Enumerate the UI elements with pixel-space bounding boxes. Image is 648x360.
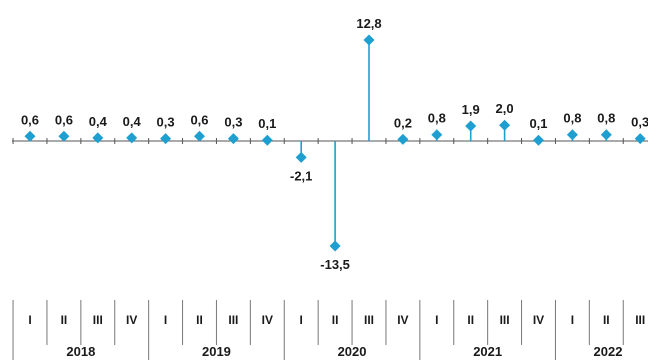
marker-2021-II	[465, 120, 477, 132]
value-label-2018-IV: 0,4	[123, 114, 142, 129]
quarter-label-2021-II: II	[467, 313, 474, 327]
quarter-label-2020-III: III	[364, 313, 374, 327]
quarter-label-2021-III: III	[500, 313, 510, 327]
marker-2021-III	[499, 119, 511, 131]
value-label-2020-III: 12,8	[356, 16, 381, 31]
marker-2022-I	[566, 129, 578, 141]
quarter-label-2018-IV: IV	[126, 313, 137, 327]
quarter-label-2020-II: II	[332, 313, 339, 327]
year-label-2020: 2020	[338, 344, 367, 359]
quarter-label-2020-IV: IV	[397, 313, 408, 327]
year-label-2018: 2018	[66, 344, 95, 359]
marker-2019-III	[227, 133, 239, 145]
marker-2018-II	[58, 130, 70, 142]
marker-2022-III	[634, 133, 646, 145]
year-labels: 2018 2019 2020 2021 2022	[66, 344, 622, 359]
quarter-label-2020-I: I	[300, 313, 303, 327]
quarter-label-2022-I: I	[571, 313, 574, 327]
year-label-2022: 2022	[594, 344, 623, 359]
quarter-label-2022-II: II	[603, 313, 610, 327]
value-label-2022-III: 0,3	[631, 115, 648, 130]
quarter-label-2019-IV: IV	[262, 313, 273, 327]
marker-2021-IV	[533, 134, 544, 146]
value-label-2020-IV: 0,2	[394, 115, 412, 130]
value-label-2018-I: 0,6	[21, 112, 39, 127]
quarter-label-2021-IV: IV	[533, 313, 544, 327]
value-label-2019-I: 0,3	[157, 115, 175, 130]
value-label-2021-IV: 0,1	[529, 116, 547, 131]
marker-2020-I	[295, 151, 307, 163]
marker-2020-III	[363, 34, 375, 46]
quarter-label-2018-II: II	[61, 313, 68, 327]
quarter-label-2018-III: III	[93, 313, 103, 327]
year-label-2019: 2019	[202, 344, 231, 359]
marker-2020-IV	[397, 133, 409, 145]
quarter-label-2019-II: II	[196, 313, 203, 327]
marker-2022-II	[600, 129, 612, 141]
quarter-label-2019-I: I	[164, 313, 167, 327]
value-labels: 0,6 0,6 0,4 0,4 0,3 0,6 0,3 0,1 -2,1 -13,5 12,8 0,2…	[21, 16, 648, 272]
value-label-2021-I: 0,8	[428, 111, 446, 126]
value-label-2020-II: -13,5	[320, 257, 350, 272]
value-label-2019-IV: 0,1	[258, 116, 276, 131]
value-label-2021-II: 1,9	[462, 102, 480, 117]
value-label-2018-III: 0,4	[89, 114, 108, 129]
quarter-label-2018-I: I	[28, 313, 31, 327]
value-label-2019-III: 0,3	[224, 115, 242, 130]
marker-2020-II	[329, 240, 341, 252]
quarter-label-2022-III: III	[635, 313, 645, 327]
quarter-label-2019-III: III	[228, 313, 238, 327]
value-label-2018-II: 0,6	[55, 112, 73, 127]
marker-2019-I	[160, 133, 172, 145]
quarter-label-2021-I: I	[435, 313, 438, 327]
value-label-2019-II: 0,6	[190, 112, 208, 127]
marker-2018-III	[92, 132, 104, 144]
marker-2019-IV	[261, 134, 273, 146]
value-label-2020-I: -2,1	[290, 168, 312, 183]
data-stems	[29, 40, 642, 246]
marker-2018-IV	[126, 132, 138, 144]
value-label-2022-I: 0,8	[563, 111, 581, 126]
marker-2019-II	[194, 130, 205, 142]
category-separators	[12, 300, 624, 360]
marker-2021-I	[431, 129, 443, 141]
quarter-labels: I II III IV I II III IV I II III IV I II III IV I II III	[28, 313, 645, 327]
marker-2018-I	[24, 130, 36, 142]
value-label-2021-III: 2,0	[496, 101, 514, 116]
axis-ticks	[12, 138, 624, 144]
data-markers	[24, 34, 646, 252]
value-label-2022-II: 0,8	[597, 111, 615, 126]
year-label-2021: 2021	[473, 344, 502, 359]
